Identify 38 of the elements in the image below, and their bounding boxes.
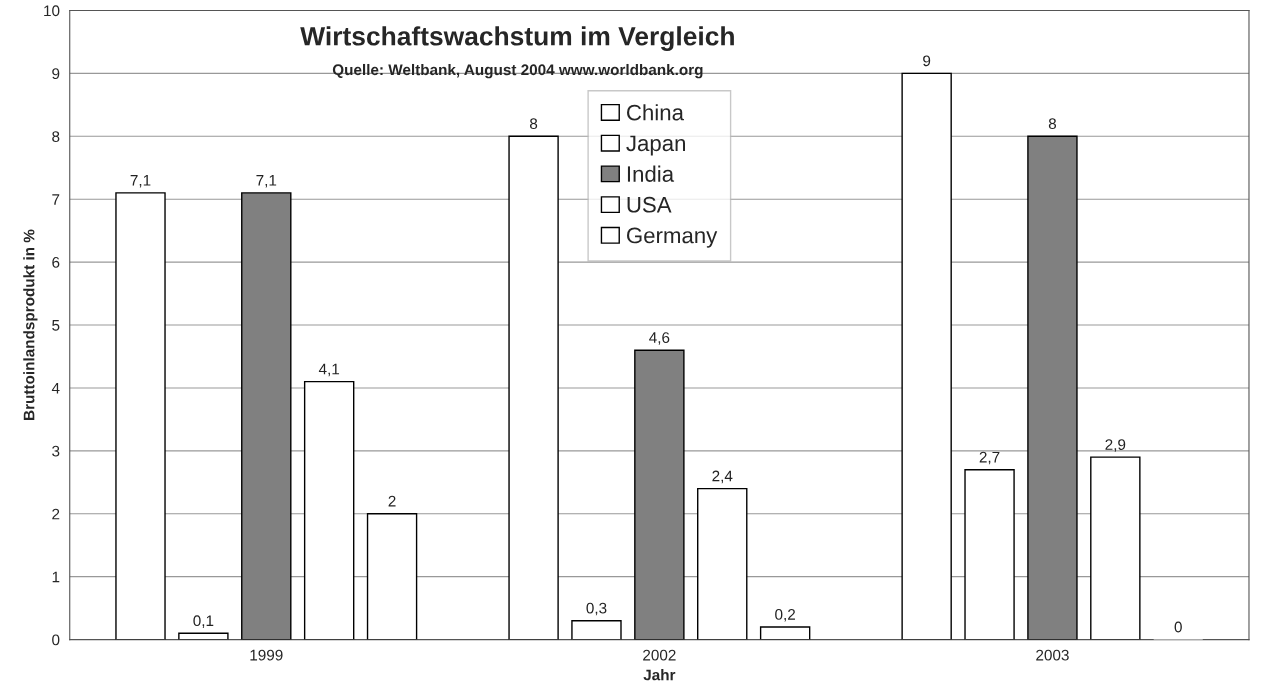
data-label: 8: [529, 118, 538, 130]
data-label: 7,1: [130, 175, 151, 188]
y-tick-label: 10: [44, 5, 60, 17]
y-tick-label: 8: [52, 131, 60, 142]
y-tick-label: 3: [52, 445, 60, 457]
data-label: 8: [1048, 118, 1057, 130]
y-tick-label: 4: [51, 382, 60, 394]
y-tick-label: 0: [52, 634, 60, 646]
data-label: 0,2: [775, 609, 795, 622]
data-label: 0,3: [586, 602, 607, 616]
data-label: 7,1: [256, 175, 277, 188]
y-tick-label: 6: [52, 256, 60, 268]
legend-label: Japan: [626, 135, 685, 156]
data-label: 2,9: [1105, 439, 1126, 452]
x-axis-title: Jahr: [643, 669, 676, 681]
y-tick-label: 9: [52, 68, 60, 80]
data-label: 4,1: [318, 363, 340, 377]
x-tick-label: 1999: [250, 649, 283, 661]
data-label: 2,7: [979, 451, 1000, 465]
data-label: 9: [923, 55, 931, 67]
data-label: 0: [1174, 621, 1182, 633]
y-tick-label: 2: [52, 508, 60, 520]
legend-label: China: [627, 104, 684, 121]
legend-label: Germany: [627, 227, 718, 248]
y-tick-label: 7: [52, 194, 60, 205]
data-label: 2: [388, 495, 396, 507]
y-axis-title: Bruttoinlandsprodukt in %: [23, 229, 38, 420]
x-tick-label: 2002: [643, 649, 676, 661]
text: Quelle: Weltbank, August 2004 www.worldbank.org: [332, 63, 703, 79]
y-tick-label: 5: [52, 320, 60, 331]
legend-label: India: [627, 165, 675, 182]
text: Wirtschaftswachstum im Vergleich: [300, 26, 734, 51]
legend-label: USA: [627, 196, 672, 213]
data-label: 0,1: [193, 615, 214, 628]
y-tick-label: 1: [52, 571, 60, 583]
data-label: 2,4: [712, 470, 733, 484]
data-label: 4,6: [649, 332, 670, 345]
x-tick-label: 2003: [1036, 649, 1069, 661]
